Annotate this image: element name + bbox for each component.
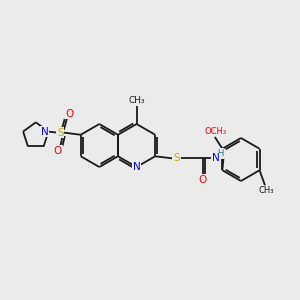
Text: S: S	[57, 128, 64, 138]
Text: CH₃: CH₃	[259, 186, 274, 195]
Text: H: H	[217, 149, 223, 158]
Text: CH₃: CH₃	[128, 96, 145, 105]
Text: O: O	[65, 109, 74, 118]
Text: OCH₃: OCH₃	[205, 127, 227, 136]
Text: S: S	[173, 153, 180, 164]
Text: N: N	[41, 127, 48, 136]
Text: O: O	[54, 146, 62, 156]
Text: N: N	[133, 162, 140, 172]
Text: N: N	[212, 153, 220, 164]
Text: O: O	[199, 175, 207, 185]
